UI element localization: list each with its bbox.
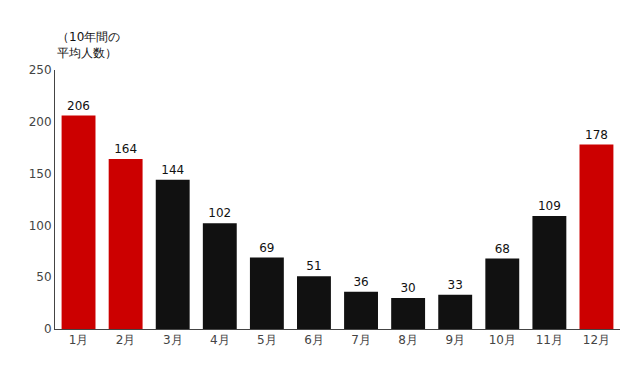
svg-text:33: 33 <box>448 278 463 292</box>
svg-text:68: 68 <box>495 242 510 256</box>
svg-text:206: 206 <box>67 99 90 113</box>
svg-text:69: 69 <box>259 241 274 255</box>
svg-text:10月: 10月 <box>489 333 516 347</box>
svg-text:150: 150 <box>29 167 52 181</box>
svg-text:102: 102 <box>208 206 231 220</box>
svg-text:11月: 11月 <box>536 333 563 347</box>
svg-text:1月: 1月 <box>69 333 89 347</box>
svg-text:36: 36 <box>353 275 368 289</box>
svg-text:4月: 4月 <box>210 333 230 347</box>
svg-text:8月: 8月 <box>398 333 418 347</box>
svg-text:（10年間の平均人数）: （10年間の平均人数） <box>57 30 120 60</box>
svg-text:50: 50 <box>36 270 51 284</box>
svg-text:164: 164 <box>114 142 137 156</box>
svg-text:51: 51 <box>306 259 321 273</box>
svg-text:200: 200 <box>29 115 52 129</box>
svg-text:7月: 7月 <box>351 333 371 347</box>
svg-text:250: 250 <box>29 63 52 77</box>
svg-text:30: 30 <box>400 281 415 295</box>
svg-text:109: 109 <box>538 199 561 213</box>
svg-text:100: 100 <box>29 219 52 233</box>
svg-text:3月: 3月 <box>163 333 183 347</box>
svg-text:178: 178 <box>585 128 608 142</box>
svg-text:0: 0 <box>44 322 52 336</box>
svg-text:144: 144 <box>161 163 184 177</box>
svg-text:5月: 5月 <box>257 333 277 347</box>
svg-text:2月: 2月 <box>116 333 136 347</box>
svg-text:6月: 6月 <box>304 333 324 347</box>
svg-text:9月: 9月 <box>445 333 465 347</box>
svg-text:12月: 12月 <box>583 333 610 347</box>
